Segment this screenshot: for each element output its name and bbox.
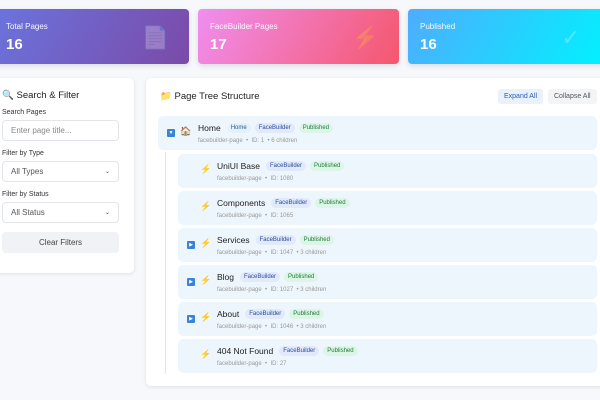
lightning-icon: ⚡ [200, 349, 212, 359]
document-icon: 📄 [141, 25, 169, 50]
node-title: Services [217, 235, 250, 245]
tree-node[interactable]: ⚡ 404 Not Found FaceBuilder Published fa… [178, 339, 597, 373]
search-filter-panel: 🔍 Search & Filter Search Pages Enter pag… [0, 78, 134, 273]
status-label: Filter by Status [2, 191, 49, 198]
stat-card-published: Published 16 ✓ [408, 9, 600, 64]
expand-toggle-icon[interactable]: ▶ [187, 315, 195, 323]
status-select[interactable]: All Status ⌄ [2, 202, 119, 223]
status-badge: Published [298, 123, 334, 133]
tree-node-home[interactable]: ▼ 🏠 Home Home FaceBuilder Published face… [158, 116, 597, 150]
lightning-icon: ⚡ [351, 25, 379, 50]
expand-toggle-icon[interactable]: ▶ [187, 278, 195, 286]
expand-all-button[interactable]: Expand All [498, 89, 544, 104]
status-badge: Published [284, 272, 319, 282]
status-badge: Published [315, 198, 350, 208]
facebuilder-badge: FaceBuilder [255, 235, 296, 245]
node-title: Home [198, 123, 221, 133]
home-icon: 🏠 [180, 126, 192, 136]
lightning-icon: ⚡ [200, 275, 212, 285]
search-label: Search Pages [2, 109, 46, 116]
collapse-all-button[interactable]: Collapse All [548, 89, 597, 104]
node-meta: facebuilder-page • ID: 1047 • 3 children [217, 250, 327, 256]
lightning-icon: ⚡ [200, 164, 212, 174]
status-badge: Published [289, 309, 324, 319]
tree-node[interactable]: ⚡ Components FaceBuilder Published faceb… [178, 191, 597, 225]
search-input[interactable]: Enter page title... [2, 120, 119, 141]
status-badge: Published [299, 235, 334, 245]
facebuilder-badge: FaceBuilder [266, 161, 307, 171]
node-title: About [217, 309, 240, 319]
type-select[interactable]: All Types ⌄ [2, 161, 119, 182]
type-label: Filter by Type [2, 150, 44, 157]
stat-label: Published [420, 22, 456, 31]
stat-value: 16 [420, 36, 437, 53]
stat-value: 17 [210, 36, 227, 53]
status-badge: Published [323, 346, 358, 356]
facebuilder-badge: FaceBuilder [271, 198, 312, 208]
facebuilder-badge: FaceBuilder [245, 309, 286, 319]
tree-node[interactable]: ▶ ⚡ Services FaceBuilder Published facebu… [178, 228, 597, 262]
stat-card-total-pages: Total Pages 16 📄 [0, 9, 189, 64]
expand-toggle-icon[interactable]: ▶ [187, 241, 195, 249]
node-title: Blog [217, 272, 235, 282]
node-meta: facebuilder-page • ID: 1046 • 3 children [217, 324, 327, 330]
stat-label: FaceBuilder Pages [210, 22, 278, 31]
stat-label: Total Pages [6, 22, 48, 31]
tree-node[interactable]: ▶ ⚡ Blog FaceBuilder Published facebuilde… [178, 265, 597, 299]
tree-node[interactable]: ▶ ⚡ About FaceBuilder Published facebuild… [178, 302, 597, 336]
node-meta: facebuilder-page • ID: 1 • 6 children [198, 138, 298, 144]
stat-value: 16 [6, 36, 23, 53]
node-meta: facebuilder-page • ID: 1080 [217, 176, 294, 182]
node-meta: facebuilder-page • ID: 1027 • 3 children [217, 287, 327, 293]
node-title: UniUI Base [217, 161, 260, 171]
chevron-down-icon: ⌄ [104, 169, 110, 175]
status-badge: Published [310, 161, 345, 171]
lightning-icon: ⚡ [200, 201, 212, 211]
node-title: 404 Not Found [217, 346, 274, 356]
filter-title: 🔍 Search & Filter [2, 90, 80, 101]
lightning-icon: ⚡ [200, 238, 212, 248]
facebuilder-badge: FaceBuilder [240, 272, 281, 282]
tree-connector-line [165, 152, 166, 374]
home-badge: Home [226, 123, 251, 133]
check-icon: ✓ [561, 25, 580, 50]
node-meta: facebuilder-page • ID: 1065 [217, 213, 294, 219]
folder-icon: 📁 [160, 91, 172, 102]
lightning-icon: ⚡ [200, 312, 212, 322]
tree-title: 📁 Page Tree Structure [160, 91, 260, 102]
clear-filters-button[interactable]: Clear Filters [2, 232, 119, 253]
search-icon: 🔍 [2, 90, 14, 101]
facebuilder-badge: FaceBuilder [254, 123, 295, 133]
node-meta: facebuilder-page • ID: 27 [217, 361, 287, 367]
tree-node[interactable]: ⚡ UniUI Base FaceBuilder Published faceb… [178, 154, 597, 188]
chevron-down-icon: ⌄ [104, 210, 110, 216]
facebuilder-badge: FaceBuilder [279, 346, 320, 356]
collapse-toggle-icon[interactable]: ▼ [167, 129, 175, 137]
stat-card-facebuilder-pages: FaceBuilder Pages 17 ⚡ [198, 9, 399, 64]
node-title: Components [217, 198, 266, 208]
